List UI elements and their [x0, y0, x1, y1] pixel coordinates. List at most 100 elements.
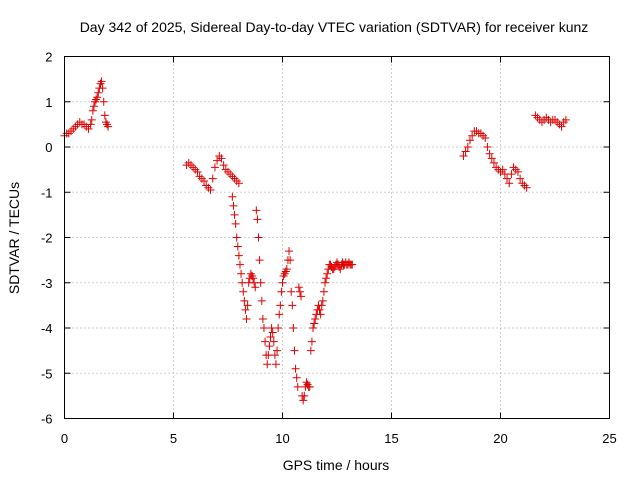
data-point	[271, 360, 280, 369]
data-point	[496, 167, 505, 176]
data-point	[191, 165, 200, 174]
y-tick-label: -5	[41, 366, 53, 381]
data-point	[293, 382, 302, 391]
data-point	[186, 161, 195, 170]
data-point	[509, 163, 518, 172]
data-point	[321, 278, 330, 287]
x-axis-label: GPS time / hours	[283, 457, 390, 473]
data-point	[507, 170, 516, 179]
data-point	[257, 296, 266, 305]
data-point	[255, 256, 264, 265]
data-point	[485, 149, 494, 158]
data-point	[104, 122, 113, 131]
data-point	[289, 324, 298, 332]
data-point	[231, 219, 240, 228]
data-point	[234, 251, 243, 260]
data-point	[505, 179, 514, 188]
data-point	[275, 310, 284, 319]
data-point	[465, 136, 474, 145]
data-point	[561, 115, 570, 124]
data-point	[481, 133, 490, 142]
data-point	[318, 296, 327, 305]
data-point	[93, 93, 102, 102]
data-point	[64, 129, 73, 138]
x-tick-label: 0	[61, 431, 68, 446]
data-point	[91, 97, 100, 106]
data-point	[217, 154, 226, 163]
data-point	[252, 206, 261, 215]
data-point	[254, 233, 263, 242]
data-point	[237, 269, 246, 278]
data-point	[315, 305, 324, 314]
y-axis-label: SDTVAR / TECUs	[6, 182, 22, 294]
y-tick-label: -2	[41, 231, 53, 246]
data-point	[518, 179, 527, 188]
data-point	[300, 391, 309, 400]
data-point	[310, 319, 319, 328]
data-point	[280, 269, 289, 278]
data-point	[232, 233, 241, 242]
data-point	[202, 181, 211, 190]
data-point	[84, 124, 93, 133]
data-point	[230, 174, 239, 183]
plot-frame	[64, 56, 610, 419]
data-point	[229, 201, 238, 210]
data-point	[226, 170, 235, 179]
data-point	[489, 158, 498, 167]
data-point	[476, 129, 485, 138]
y-tick-label: -3	[41, 276, 53, 291]
data-point	[242, 314, 251, 323]
data-point	[303, 380, 312, 389]
data-point	[290, 346, 299, 355]
data-point	[322, 274, 331, 283]
data-point	[305, 382, 314, 391]
data-point	[246, 269, 255, 278]
x-tick-label: 15	[384, 431, 398, 446]
data-point	[276, 301, 285, 310]
data-point	[256, 278, 265, 287]
data-point	[294, 283, 303, 292]
data-point	[230, 210, 239, 219]
data-point	[234, 179, 243, 188]
y-tick-label: -1	[41, 185, 53, 200]
data-point	[559, 118, 568, 127]
data-point	[288, 301, 297, 310]
data-point	[259, 324, 268, 332]
data-point	[498, 165, 507, 174]
data-point	[306, 346, 315, 355]
data-point	[240, 296, 249, 305]
data-point	[468, 131, 477, 140]
data-point	[472, 127, 481, 136]
data-point	[516, 174, 525, 183]
data-point	[97, 77, 106, 86]
x-tick-label: 10	[275, 431, 289, 446]
data-point	[232, 176, 241, 185]
data-point	[487, 154, 496, 163]
data-point	[268, 328, 277, 337]
data-point	[269, 337, 278, 346]
data-point	[299, 396, 308, 405]
series-segment-1	[60, 77, 113, 140]
data-point	[278, 278, 287, 287]
x-tick-label: 5	[170, 431, 177, 446]
data-point	[89, 102, 98, 111]
data-point	[249, 274, 258, 283]
data-point	[67, 127, 76, 136]
data-point	[266, 333, 275, 342]
data-point	[309, 324, 318, 332]
x-tick-label: 20	[493, 431, 507, 446]
data-point	[461, 147, 470, 156]
data-point	[483, 143, 492, 151]
series-segment-5	[531, 111, 570, 131]
data-point	[292, 373, 301, 382]
y-tick-label: -4	[41, 321, 53, 336]
data-point	[537, 118, 546, 127]
data-point	[219, 161, 228, 170]
data-point	[258, 314, 267, 323]
data-point	[286, 256, 295, 265]
data-point	[213, 156, 222, 165]
data-point	[215, 152, 224, 161]
data-point	[206, 185, 215, 194]
data-point	[273, 346, 282, 355]
data-point	[297, 292, 306, 301]
